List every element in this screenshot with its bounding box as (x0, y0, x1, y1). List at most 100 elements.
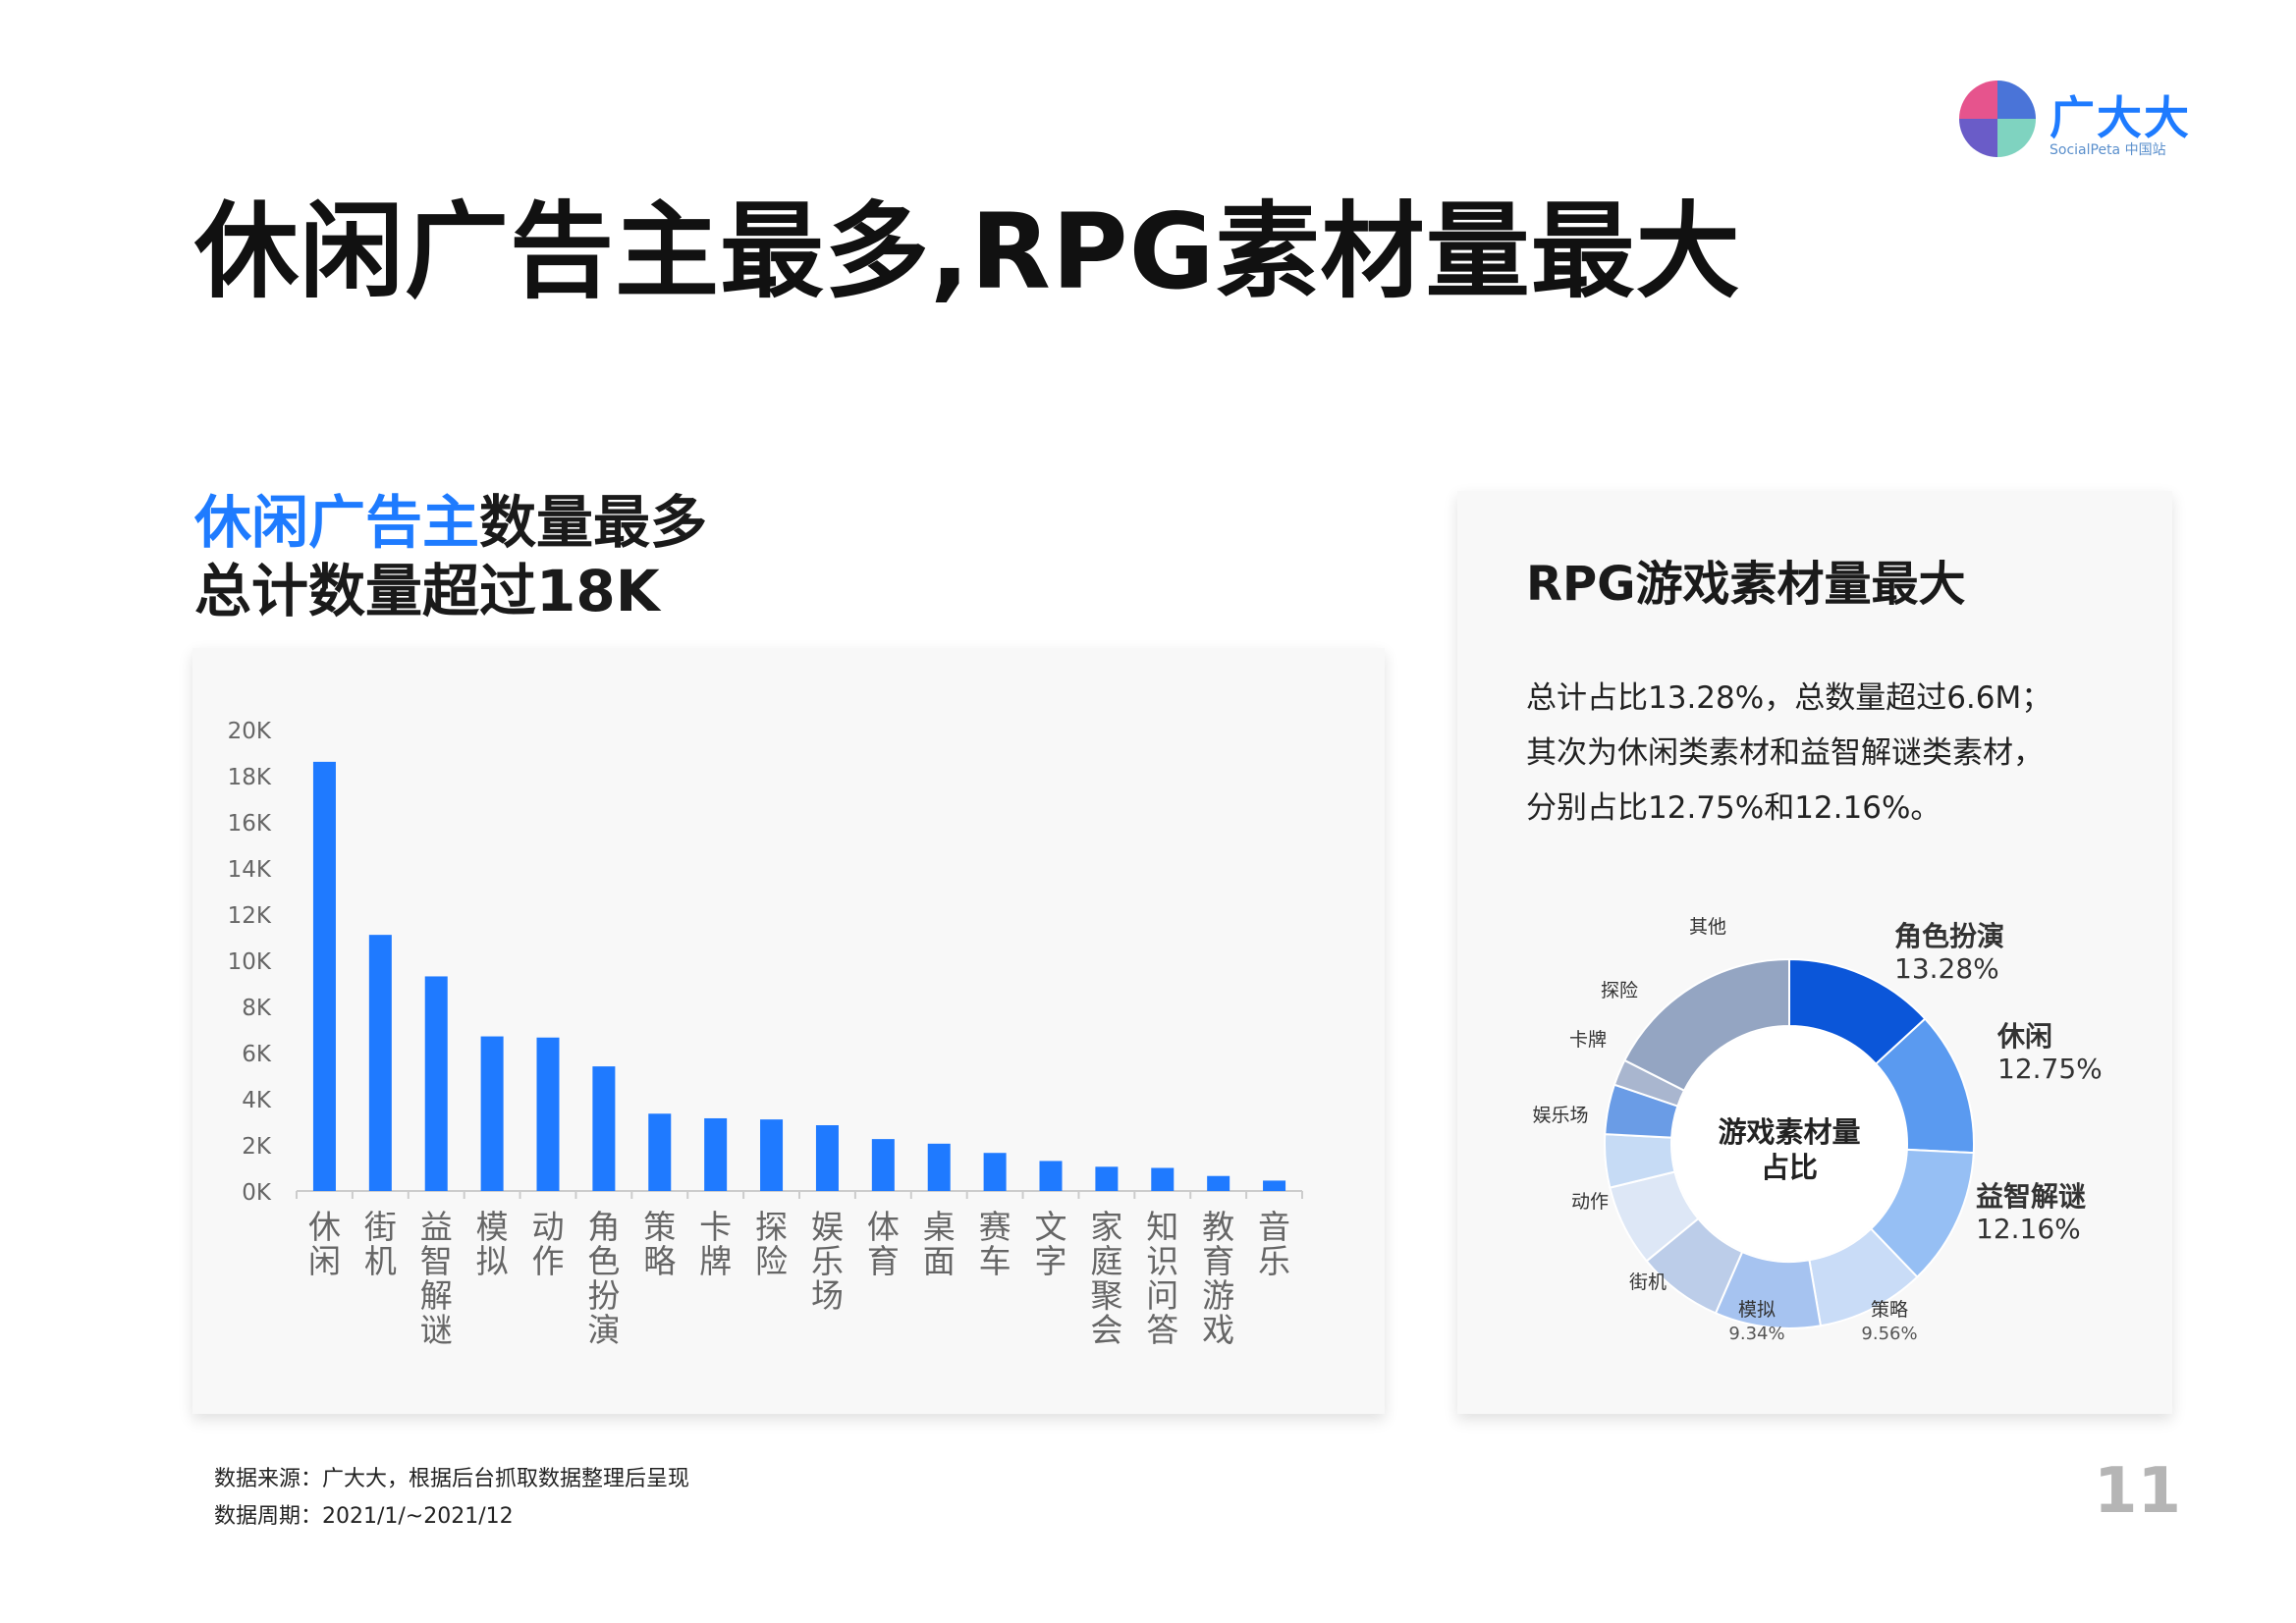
x-category-label: 作 (532, 1242, 565, 1280)
right-desc-line1: 总计占比13.28%，总数量超过6.6M； (1526, 680, 2052, 716)
slice-name-label: 娱乐场 (1532, 1105, 1588, 1126)
x-category-label: 乐 (811, 1242, 844, 1280)
bar-探险 (760, 1119, 784, 1191)
x-category-label: 场 (811, 1276, 844, 1315)
bar-休闲 (312, 761, 336, 1191)
x-category-label: 问 (1146, 1276, 1178, 1315)
y-tick-label: 4K (242, 1088, 272, 1113)
y-tick-label: 8K (242, 996, 272, 1021)
x-category-label: 演 (587, 1311, 620, 1349)
logo-quadrant-2 (1997, 81, 2036, 119)
bar-角色扮演 (592, 1066, 616, 1191)
x-category-label: 音 (1258, 1208, 1290, 1246)
x-category-label: 答 (1146, 1311, 1178, 1349)
y-tick-label: 0K (242, 1180, 272, 1206)
x-category-label: 牌 (699, 1242, 732, 1280)
y-tick-label: 6K (242, 1042, 272, 1067)
x-category-label: 家 (1090, 1208, 1122, 1246)
bar-动作 (536, 1037, 560, 1191)
left-heading-line1: 休闲广告主数量最多 (194, 476, 707, 559)
x-category-label: 策 (643, 1208, 676, 1246)
slice-name-label: 休闲 (1996, 1020, 2052, 1053)
x-category-label: 赛 (979, 1208, 1011, 1246)
x-category-label: 庭 (1090, 1242, 1122, 1280)
bar-音乐 (1263, 1180, 1286, 1191)
x-category-label: 色 (587, 1242, 620, 1280)
right-desc-line3: 分别占比12.75%和12.16%。 (1526, 790, 1941, 826)
slice-name-label: 角色扮演 (1894, 920, 2004, 952)
donut-slice-其他 (1623, 957, 1790, 1093)
x-category-label: 桌 (923, 1208, 956, 1246)
right-heading: RPG游戏素材量最大 (1526, 557, 1966, 612)
slice-percent-label: 12.16% (1976, 1213, 2081, 1245)
bar-赛车 (983, 1153, 1007, 1191)
y-tick-label: 14K (228, 857, 272, 883)
donut-center-label: 游戏素材量 (1718, 1115, 1860, 1149)
x-category-label: 面 (923, 1242, 956, 1280)
slice-percent-label: 13.28% (1894, 952, 1999, 985)
page-number: 11 (2094, 1455, 2182, 1528)
slice-percent-label: 9.56% (1861, 1324, 1917, 1344)
x-category-label: 解 (420, 1276, 453, 1315)
slice-name-label: 益智解谜 (1976, 1180, 2086, 1213)
x-category-label: 体 (867, 1208, 900, 1246)
y-tick-label: 18K (228, 765, 272, 790)
logo-quadrant-3 (1959, 119, 1997, 157)
x-category-label: 育 (1202, 1242, 1234, 1280)
brand-logo: 广大大 SocialPeta 中国站 (1959, 81, 2195, 169)
left-heading-highlight: 休闲广告主 (194, 489, 480, 556)
footer-period: 数据周期：2021/1/~2021/12 (214, 1504, 514, 1529)
x-category-label: 乐 (1258, 1242, 1290, 1280)
slice-name-label: 动作 (1571, 1191, 1609, 1213)
x-category-label: 知 (1146, 1208, 1178, 1246)
x-category-label: 略 (643, 1242, 676, 1280)
x-category-label: 谜 (420, 1311, 453, 1349)
x-category-label: 卡 (699, 1208, 732, 1246)
bar-策略 (648, 1113, 672, 1191)
bar-桌面 (927, 1143, 951, 1191)
x-category-label: 机 (364, 1242, 397, 1280)
page-title: 休闲广告主最多,RPG素材量最大 (194, 191, 1741, 312)
y-tick-label: 10K (228, 949, 272, 975)
donut-chart-panel: RPG游戏素材量最大 总计占比13.28%，总数量超过6.6M； 其次为休闲类素… (1457, 491, 2172, 1414)
left-heading-line2: 总计数量超过18K (194, 558, 660, 624)
bar-教育游戏 (1207, 1175, 1230, 1191)
x-category-label: 闲 (308, 1242, 341, 1280)
y-tick-label: 12K (228, 903, 272, 929)
x-category-label: 文 (1035, 1208, 1067, 1246)
right-desc-line2: 其次为休闲类素材和益智解谜类素材， (1526, 735, 2044, 771)
slice-percent-label: 9.34% (1728, 1324, 1784, 1344)
donut-hole (1672, 1027, 1906, 1261)
logo-text-en: SocialPeta 中国站 (2050, 142, 2166, 158)
y-tick-label: 16K (228, 811, 272, 837)
slice-name-label: 街机 (1629, 1271, 1667, 1293)
bar-家庭聚会 (1095, 1166, 1119, 1191)
slice-name-label: 探险 (1601, 980, 1638, 1001)
x-category-label: 育 (867, 1242, 900, 1280)
x-category-label: 益 (420, 1208, 453, 1246)
x-category-label: 拟 (476, 1242, 509, 1280)
x-category-label: 车 (979, 1242, 1011, 1280)
bar-体育 (871, 1139, 895, 1191)
x-category-label: 角 (587, 1208, 620, 1246)
x-category-label: 游 (1202, 1276, 1234, 1315)
bar-益智解谜 (424, 976, 448, 1191)
x-category-label: 识 (1146, 1242, 1178, 1280)
x-category-label: 探 (755, 1208, 788, 1246)
bar-娱乐场 (815, 1125, 839, 1191)
logo-mark-icon (1959, 81, 2036, 157)
x-category-label: 会 (1090, 1311, 1122, 1349)
y-tick-label: 2K (242, 1134, 272, 1160)
bar-模拟 (480, 1036, 504, 1191)
x-category-label: 聚 (1090, 1276, 1122, 1315)
x-category-label: 动 (532, 1208, 565, 1246)
slice-name-label: 其他 (1689, 916, 1726, 938)
logo-quadrant-1 (1959, 81, 1997, 119)
logo-quadrant-4 (1997, 119, 2036, 157)
logo-text-cn: 广大大 (2050, 91, 2191, 144)
slice-percent-label: 12.75% (1997, 1053, 2103, 1085)
x-category-label: 教 (1202, 1208, 1234, 1246)
bar-街机 (368, 935, 392, 1191)
y-tick-label: 20K (228, 719, 272, 744)
